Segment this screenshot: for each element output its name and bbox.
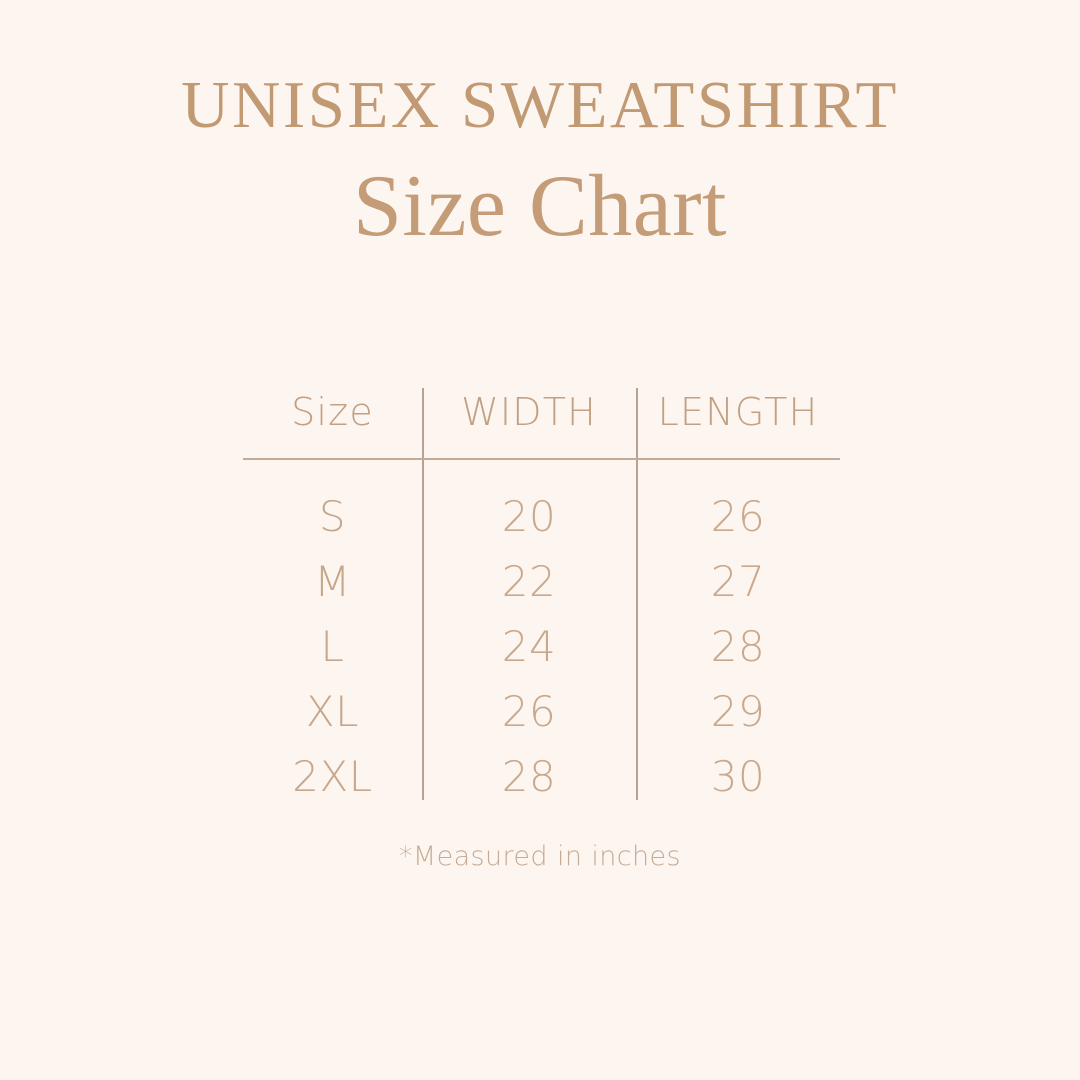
cell-width: 28 [501, 752, 557, 801]
cell-length: 27 [710, 557, 766, 606]
cell-size: S [318, 492, 347, 541]
heading-block: UNISEX SWEATSHIRT Size Chart [0, 72, 1080, 253]
table-row: 2XL 28 30 [243, 744, 840, 809]
page-title: UNISEX SWEATSHIRT [181, 68, 899, 142]
cell-size: M [314, 557, 351, 606]
table-row: M 22 27 [243, 549, 840, 614]
cell-width: 26 [501, 687, 557, 736]
cell-width: 20 [501, 492, 557, 541]
measurement-footnote: *Measured in inches [398, 841, 682, 872]
column-header-size: Size [291, 390, 374, 434]
cell-length: 28 [710, 622, 766, 671]
cell-length: 30 [710, 752, 766, 801]
cell-length: 29 [710, 687, 766, 736]
cell-size: XL [305, 687, 360, 736]
size-chart-table: Size WIDTH LENGTH S 20 26 M 22 27 L [243, 388, 840, 809]
table-row: S 20 26 [243, 462, 840, 549]
table-row: XL 26 29 [243, 679, 840, 744]
cell-width: 24 [501, 622, 557, 671]
table-header-row: Size WIDTH LENGTH [243, 388, 840, 462]
column-header-width: WIDTH [461, 390, 597, 434]
size-chart-table-wrapper: Size WIDTH LENGTH S 20 26 M 22 27 L [243, 388, 840, 801]
column-header-length: LENGTH [657, 390, 819, 434]
table-row: L 24 28 [243, 614, 840, 679]
cell-size: L [320, 622, 345, 671]
page-subtitle: Size Chart [352, 158, 727, 255]
cell-size: 2XL [292, 752, 373, 801]
cell-width: 22 [501, 557, 557, 606]
cell-length: 26 [710, 492, 766, 541]
